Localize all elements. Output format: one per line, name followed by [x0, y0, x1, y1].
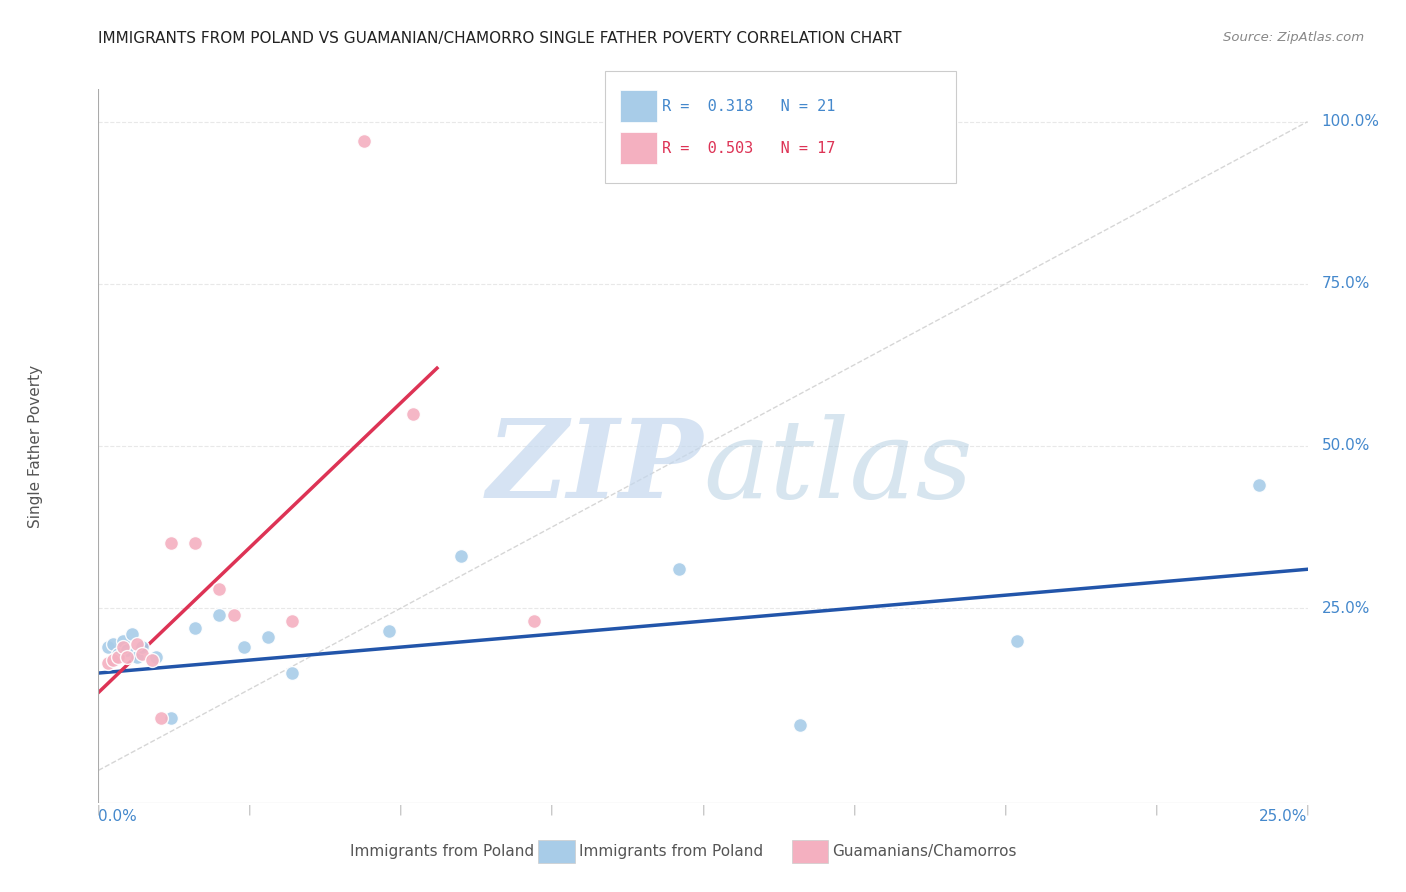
Text: |: | — [97, 805, 100, 815]
Text: atlas: atlas — [703, 414, 973, 521]
Point — [131, 640, 153, 654]
Text: Guamanians/Chamorros: Guamanians/Chamorros — [832, 845, 1017, 859]
Point — [101, 653, 124, 667]
Text: |: | — [247, 805, 252, 815]
Point — [131, 647, 153, 661]
Point — [111, 633, 134, 648]
Point — [377, 624, 399, 638]
Text: |: | — [852, 805, 856, 815]
Point — [281, 666, 304, 681]
Point — [208, 607, 231, 622]
Point — [184, 621, 207, 635]
Point — [97, 657, 120, 671]
Point — [668, 562, 690, 576]
Point — [402, 407, 425, 421]
Text: 75.0%: 75.0% — [1322, 277, 1369, 292]
Text: IMMIGRANTS FROM POLAND VS GUAMANIAN/CHAMORRO SINGLE FATHER POVERTY CORRELATION C: IMMIGRANTS FROM POLAND VS GUAMANIAN/CHAM… — [98, 31, 901, 46]
Text: R =  0.503   N = 17: R = 0.503 N = 17 — [662, 141, 835, 155]
Text: |: | — [399, 805, 402, 815]
Point — [107, 647, 129, 661]
Point — [97, 640, 120, 654]
Text: 25.0%: 25.0% — [1260, 809, 1308, 823]
Text: |: | — [702, 805, 704, 815]
Point — [141, 653, 163, 667]
Point — [222, 607, 245, 622]
Point — [117, 649, 139, 664]
Point — [101, 637, 124, 651]
Point — [117, 643, 139, 657]
Point — [256, 631, 278, 645]
Text: |: | — [550, 805, 554, 815]
Text: 100.0%: 100.0% — [1322, 114, 1379, 129]
Point — [107, 649, 129, 664]
Text: 0.0%: 0.0% — [98, 809, 138, 823]
Point — [121, 627, 143, 641]
Point — [127, 649, 149, 664]
Point — [184, 536, 207, 550]
Point — [127, 637, 149, 651]
Text: Single Father Poverty: Single Father Poverty — [28, 365, 42, 527]
Point — [523, 614, 546, 628]
Text: 50.0%: 50.0% — [1322, 439, 1369, 453]
Text: ZIP: ZIP — [486, 414, 703, 521]
Point — [1007, 633, 1029, 648]
Point — [789, 718, 811, 732]
Text: |: | — [1004, 805, 1007, 815]
Text: R =  0.318   N = 21: R = 0.318 N = 21 — [662, 99, 835, 113]
Point — [145, 649, 167, 664]
Text: Immigrants from Poland: Immigrants from Poland — [350, 845, 534, 859]
Text: |: | — [1306, 805, 1309, 815]
Point — [208, 582, 231, 596]
Point — [160, 536, 183, 550]
Point — [111, 640, 134, 654]
Point — [1249, 478, 1271, 492]
Point — [232, 640, 254, 654]
Point — [450, 549, 472, 564]
Text: |: | — [1154, 805, 1159, 815]
Point — [150, 711, 173, 725]
Text: 25.0%: 25.0% — [1322, 600, 1369, 615]
Text: Source: ZipAtlas.com: Source: ZipAtlas.com — [1223, 31, 1364, 45]
Point — [353, 134, 375, 148]
Text: Immigrants from Poland: Immigrants from Poland — [579, 845, 763, 859]
Point — [160, 711, 183, 725]
Point — [281, 614, 304, 628]
